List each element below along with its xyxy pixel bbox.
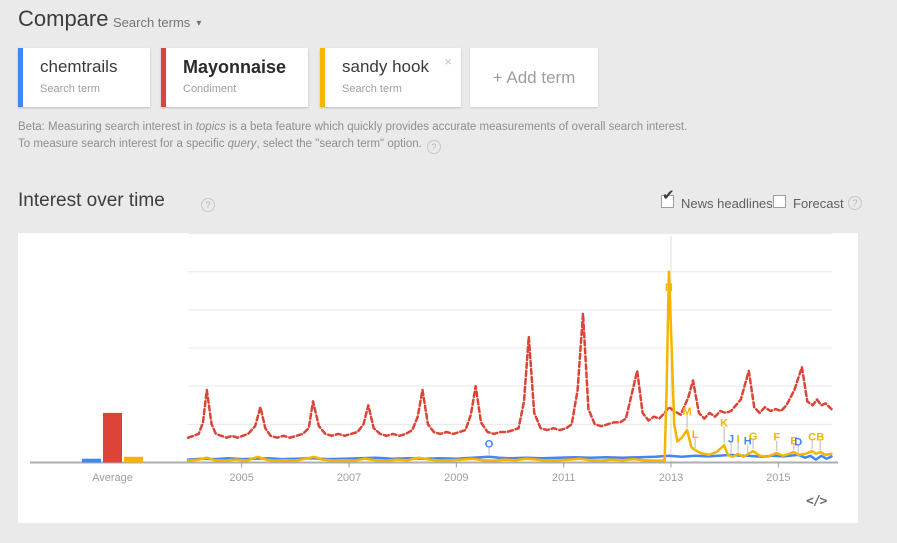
news-marker-J[interactable]: J — [728, 434, 734, 446]
axis-tick-label: 2007 — [337, 472, 361, 484]
axis-tick-label: 2015 — [766, 472, 790, 484]
help-icon[interactable]: ? — [848, 196, 862, 210]
axis-tick-label: 2013 — [659, 472, 683, 484]
series-line-sandy-hook[interactable] — [186, 270, 833, 462]
search-terms-dropdown-label: Search terms — [113, 15, 191, 30]
help-icon[interactable]: ? — [201, 198, 215, 212]
news-headlines-checkbox[interactable] — [661, 195, 674, 208]
term-label: chemtrails — [40, 57, 118, 76]
axis-tick-label: 2005 — [229, 472, 253, 484]
news-marker-M[interactable]: M — [683, 406, 692, 418]
term-label: sandy hook — [342, 57, 429, 76]
close-icon[interactable]: × — [444, 54, 452, 69]
chevron-down-icon: ▾ — [196, 18, 202, 29]
term-type-label: Search term — [342, 83, 402, 95]
average-bar-chemtrails[interactable] — [82, 458, 101, 463]
axis-tick-label: 2011 — [552, 472, 576, 484]
average-bar-Mayonnaise[interactable] — [103, 412, 122, 463]
news-marker-N[interactable]: N — [665, 282, 673, 294]
news-marker-E[interactable]: E — [790, 436, 797, 448]
term-label: Mayonnaise — [183, 57, 287, 77]
page-title: Compare — [18, 6, 109, 31]
news-marker-B[interactable]: B — [816, 432, 824, 444]
section-title: Interest over time — [18, 190, 165, 211]
interest-over-time-panel: 2005 2007 2009 2011 2013 2015 Average O N M L K J I H G… — [18, 233, 858, 523]
term-card-mayonnaise[interactable]: Mayonnaise Condiment — [161, 48, 308, 107]
interest-over-time-chart[interactable]: 2005 2007 2009 2011 2013 2015 Average O N ML KJ I HG… — [18, 233, 858, 523]
beta-note: Beta: Measuring search interest in topic… — [18, 121, 688, 154]
news-marker-D[interactable]: D — [794, 437, 802, 449]
axis-tick-label: 2009 — [444, 472, 468, 484]
forecast-checkbox[interactable] — [773, 195, 786, 208]
average-label: Average — [92, 472, 133, 484]
news-marker-H[interactable]: H — [744, 436, 752, 448]
add-term-button[interactable]: + Add term — [470, 48, 598, 107]
term-color-strip — [161, 48, 166, 107]
add-term-label: + Add term — [492, 68, 576, 87]
term-card-sandy-hook[interactable]: sandy hook Search term × — [320, 48, 461, 107]
news-marker-L[interactable]: L — [692, 429, 699, 441]
news-marker-O[interactable]: O — [485, 438, 494, 450]
search-terms-dropdown[interactable]: Search terms ▾ — [113, 15, 201, 30]
term-color-strip — [18, 48, 23, 107]
news-marker-K[interactable]: K — [720, 417, 728, 429]
term-card-chemtrails[interactable]: chemtrails Search term — [18, 48, 150, 107]
news-marker-F[interactable]: F — [773, 432, 780, 444]
term-type-label: Search term — [40, 83, 100, 95]
news-marker-I[interactable]: I — [737, 434, 740, 446]
term-color-strip — [320, 48, 325, 107]
forecast-label[interactable]: Forecast — [793, 196, 844, 211]
news-marker-G[interactable]: G — [749, 431, 758, 443]
news-marker-C[interactable]: C — [808, 432, 816, 444]
term-type-label: Condiment — [183, 83, 237, 95]
series-line-Mayonnaise[interactable] — [186, 312, 833, 439]
news-headlines-label[interactable]: News headlines — [681, 196, 773, 211]
average-bar-sandy-hook[interactable] — [124, 456, 143, 463]
embed-code-icon[interactable]: </> — [806, 494, 828, 509]
help-icon[interactable]: ? — [426, 139, 441, 154]
